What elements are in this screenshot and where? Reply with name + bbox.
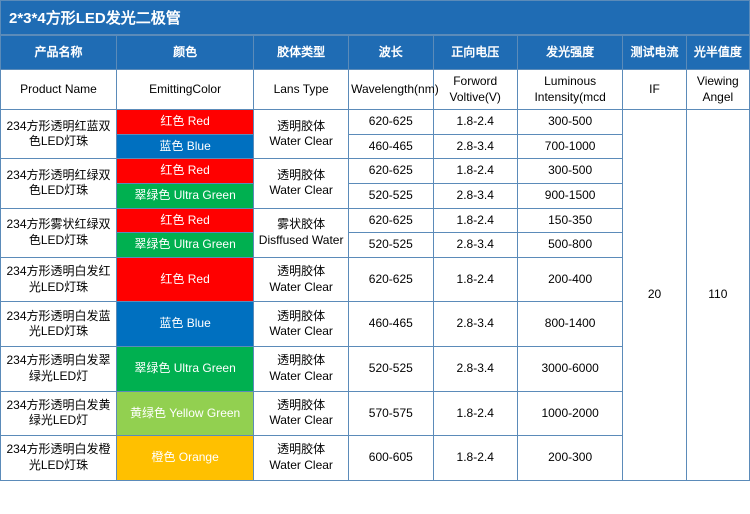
header-cn-0: 产品名称 — [1, 36, 117, 70]
color-cell: 黄绿色 Yellow Green — [117, 391, 254, 436]
val-wl: 460-465 — [349, 134, 433, 159]
product-name: 234方形透明白发翠绿光LED灯 — [1, 346, 117, 391]
val-fv: 1.8-2.4 — [433, 391, 517, 436]
product-name: 234方形透明白发黄绿光LED灯 — [1, 391, 117, 436]
lens-type: 透明胶体Water Clear — [254, 159, 349, 208]
val-wl: 620-625 — [349, 208, 433, 233]
val-fv: 1.8-2.4 — [433, 436, 517, 481]
color-chip: 橙色 Orange — [117, 436, 253, 480]
header-en-4: Forword Voltive(V) — [433, 70, 517, 110]
color-cell: 红色 Red — [117, 110, 254, 135]
table-row: 234方形透明红蓝双色LED灯珠红色 Red透明胶体Water Clear620… — [1, 110, 750, 135]
color-cell: 翠绿色 Ultra Green — [117, 183, 254, 208]
header-cn-2: 胶体类型 — [254, 36, 349, 70]
val-li: 800-1400 — [517, 302, 622, 347]
header-en-3: Wavelength(nm) — [349, 70, 433, 110]
header-cn-6: 测试电流 — [623, 36, 686, 70]
lens-type: 透明胶体Water Clear — [254, 257, 349, 302]
val-li: 300-500 — [517, 159, 622, 184]
val-fv: 2.8-3.4 — [433, 346, 517, 391]
lens-type: 透明胶体Water Clear — [254, 391, 349, 436]
color-cell: 橙色 Orange — [117, 436, 254, 481]
color-cell: 红色 Red — [117, 208, 254, 233]
color-chip: 红色 Red — [117, 258, 253, 302]
val-wl: 620-625 — [349, 110, 433, 135]
header-en-2: Lans Type — [254, 70, 349, 110]
val-fv: 2.8-3.4 — [433, 183, 517, 208]
color-cell: 翠绿色 Ultra Green — [117, 233, 254, 258]
val-fv: 1.8-2.4 — [433, 208, 517, 233]
product-name: 234方形透明红蓝双色LED灯珠 — [1, 110, 117, 159]
header-row-cn: 产品名称颜色胶体类型波长正向电压发光强度测试电流光半值度 — [1, 36, 750, 70]
color-chip: 黄绿色 Yellow Green — [117, 392, 253, 436]
val-li: 500-800 — [517, 233, 622, 258]
header-en-7: Viewing Angel — [686, 70, 749, 110]
lens-type: 透明胶体Water Clear — [254, 436, 349, 481]
header-row-en: Product NameEmittingColorLans TypeWavele… — [1, 70, 750, 110]
val-fv: 1.8-2.4 — [433, 159, 517, 184]
val-li: 700-1000 — [517, 134, 622, 159]
led-spec-table: 产品名称颜色胶体类型波长正向电压发光强度测试电流光半值度 Product Nam… — [0, 35, 750, 481]
color-cell: 蓝色 Blue — [117, 134, 254, 159]
val-li: 1000-2000 — [517, 391, 622, 436]
product-name: 234方形透明白发蓝光LED灯珠 — [1, 302, 117, 347]
color-cell: 蓝色 Blue — [117, 302, 254, 347]
lens-type: 雾状胶体Disffused Water — [254, 208, 349, 257]
color-chip: 蓝色 Blue — [117, 135, 253, 159]
val-wl: 520-525 — [349, 233, 433, 258]
color-chip: 红色 Red — [117, 159, 253, 183]
header-en-5: Luminous Intensity(mcd — [517, 70, 622, 110]
lens-type: 透明胶体Water Clear — [254, 346, 349, 391]
color-chip: 翠绿色 Ultra Green — [117, 184, 253, 208]
val-wl: 570-575 — [349, 391, 433, 436]
product-name: 234方形透明红绿双色LED灯珠 — [1, 159, 117, 208]
color-cell: 红色 Red — [117, 159, 254, 184]
header-en-0: Product Name — [1, 70, 117, 110]
val-wl: 620-625 — [349, 257, 433, 302]
val-wl: 520-525 — [349, 346, 433, 391]
product-name: 234方形雾状红绿双色LED灯珠 — [1, 208, 117, 257]
val-fv: 2.8-3.4 — [433, 302, 517, 347]
color-cell: 红色 Red — [117, 257, 254, 302]
color-chip: 红色 Red — [117, 110, 253, 134]
val-li: 150-350 — [517, 208, 622, 233]
val-wl: 520-525 — [349, 183, 433, 208]
table-title: 2*3*4方形LED发光二极管 — [0, 0, 750, 35]
table-body: 234方形透明红蓝双色LED灯珠红色 Red透明胶体Water Clear620… — [1, 110, 750, 481]
val-li: 3000-6000 — [517, 346, 622, 391]
header-cn-7: 光半值度 — [686, 36, 749, 70]
header-cn-3: 波长 — [349, 36, 433, 70]
val-wl: 620-625 — [349, 159, 433, 184]
val-wl: 460-465 — [349, 302, 433, 347]
header-cn-1: 颜色 — [117, 36, 254, 70]
lens-type: 透明胶体Water Clear — [254, 302, 349, 347]
lens-type: 透明胶体Water Clear — [254, 110, 349, 159]
color-chip: 翠绿色 Ultra Green — [117, 347, 253, 391]
val-wl: 600-605 — [349, 436, 433, 481]
val-li: 300-500 — [517, 110, 622, 135]
test-current: 20 — [623, 110, 686, 481]
viewing-angle: 110 — [686, 110, 749, 481]
header-cn-4: 正向电压 — [433, 36, 517, 70]
color-chip: 蓝色 Blue — [117, 302, 253, 346]
color-chip: 翠绿色 Ultra Green — [117, 233, 253, 257]
header-en-1: EmittingColor — [117, 70, 254, 110]
val-li: 200-400 — [517, 257, 622, 302]
header-en-6: IF — [623, 70, 686, 110]
product-name: 234方形透明白发红光LED灯珠 — [1, 257, 117, 302]
product-name: 234方形透明白发橙光LED灯珠 — [1, 436, 117, 481]
color-chip: 红色 Red — [117, 209, 253, 233]
val-fv: 1.8-2.4 — [433, 257, 517, 302]
color-cell: 翠绿色 Ultra Green — [117, 346, 254, 391]
val-fv: 2.8-3.4 — [433, 233, 517, 258]
val-fv: 1.8-2.4 — [433, 110, 517, 135]
val-li: 200-300 — [517, 436, 622, 481]
val-fv: 2.8-3.4 — [433, 134, 517, 159]
header-cn-5: 发光强度 — [517, 36, 622, 70]
val-li: 900-1500 — [517, 183, 622, 208]
